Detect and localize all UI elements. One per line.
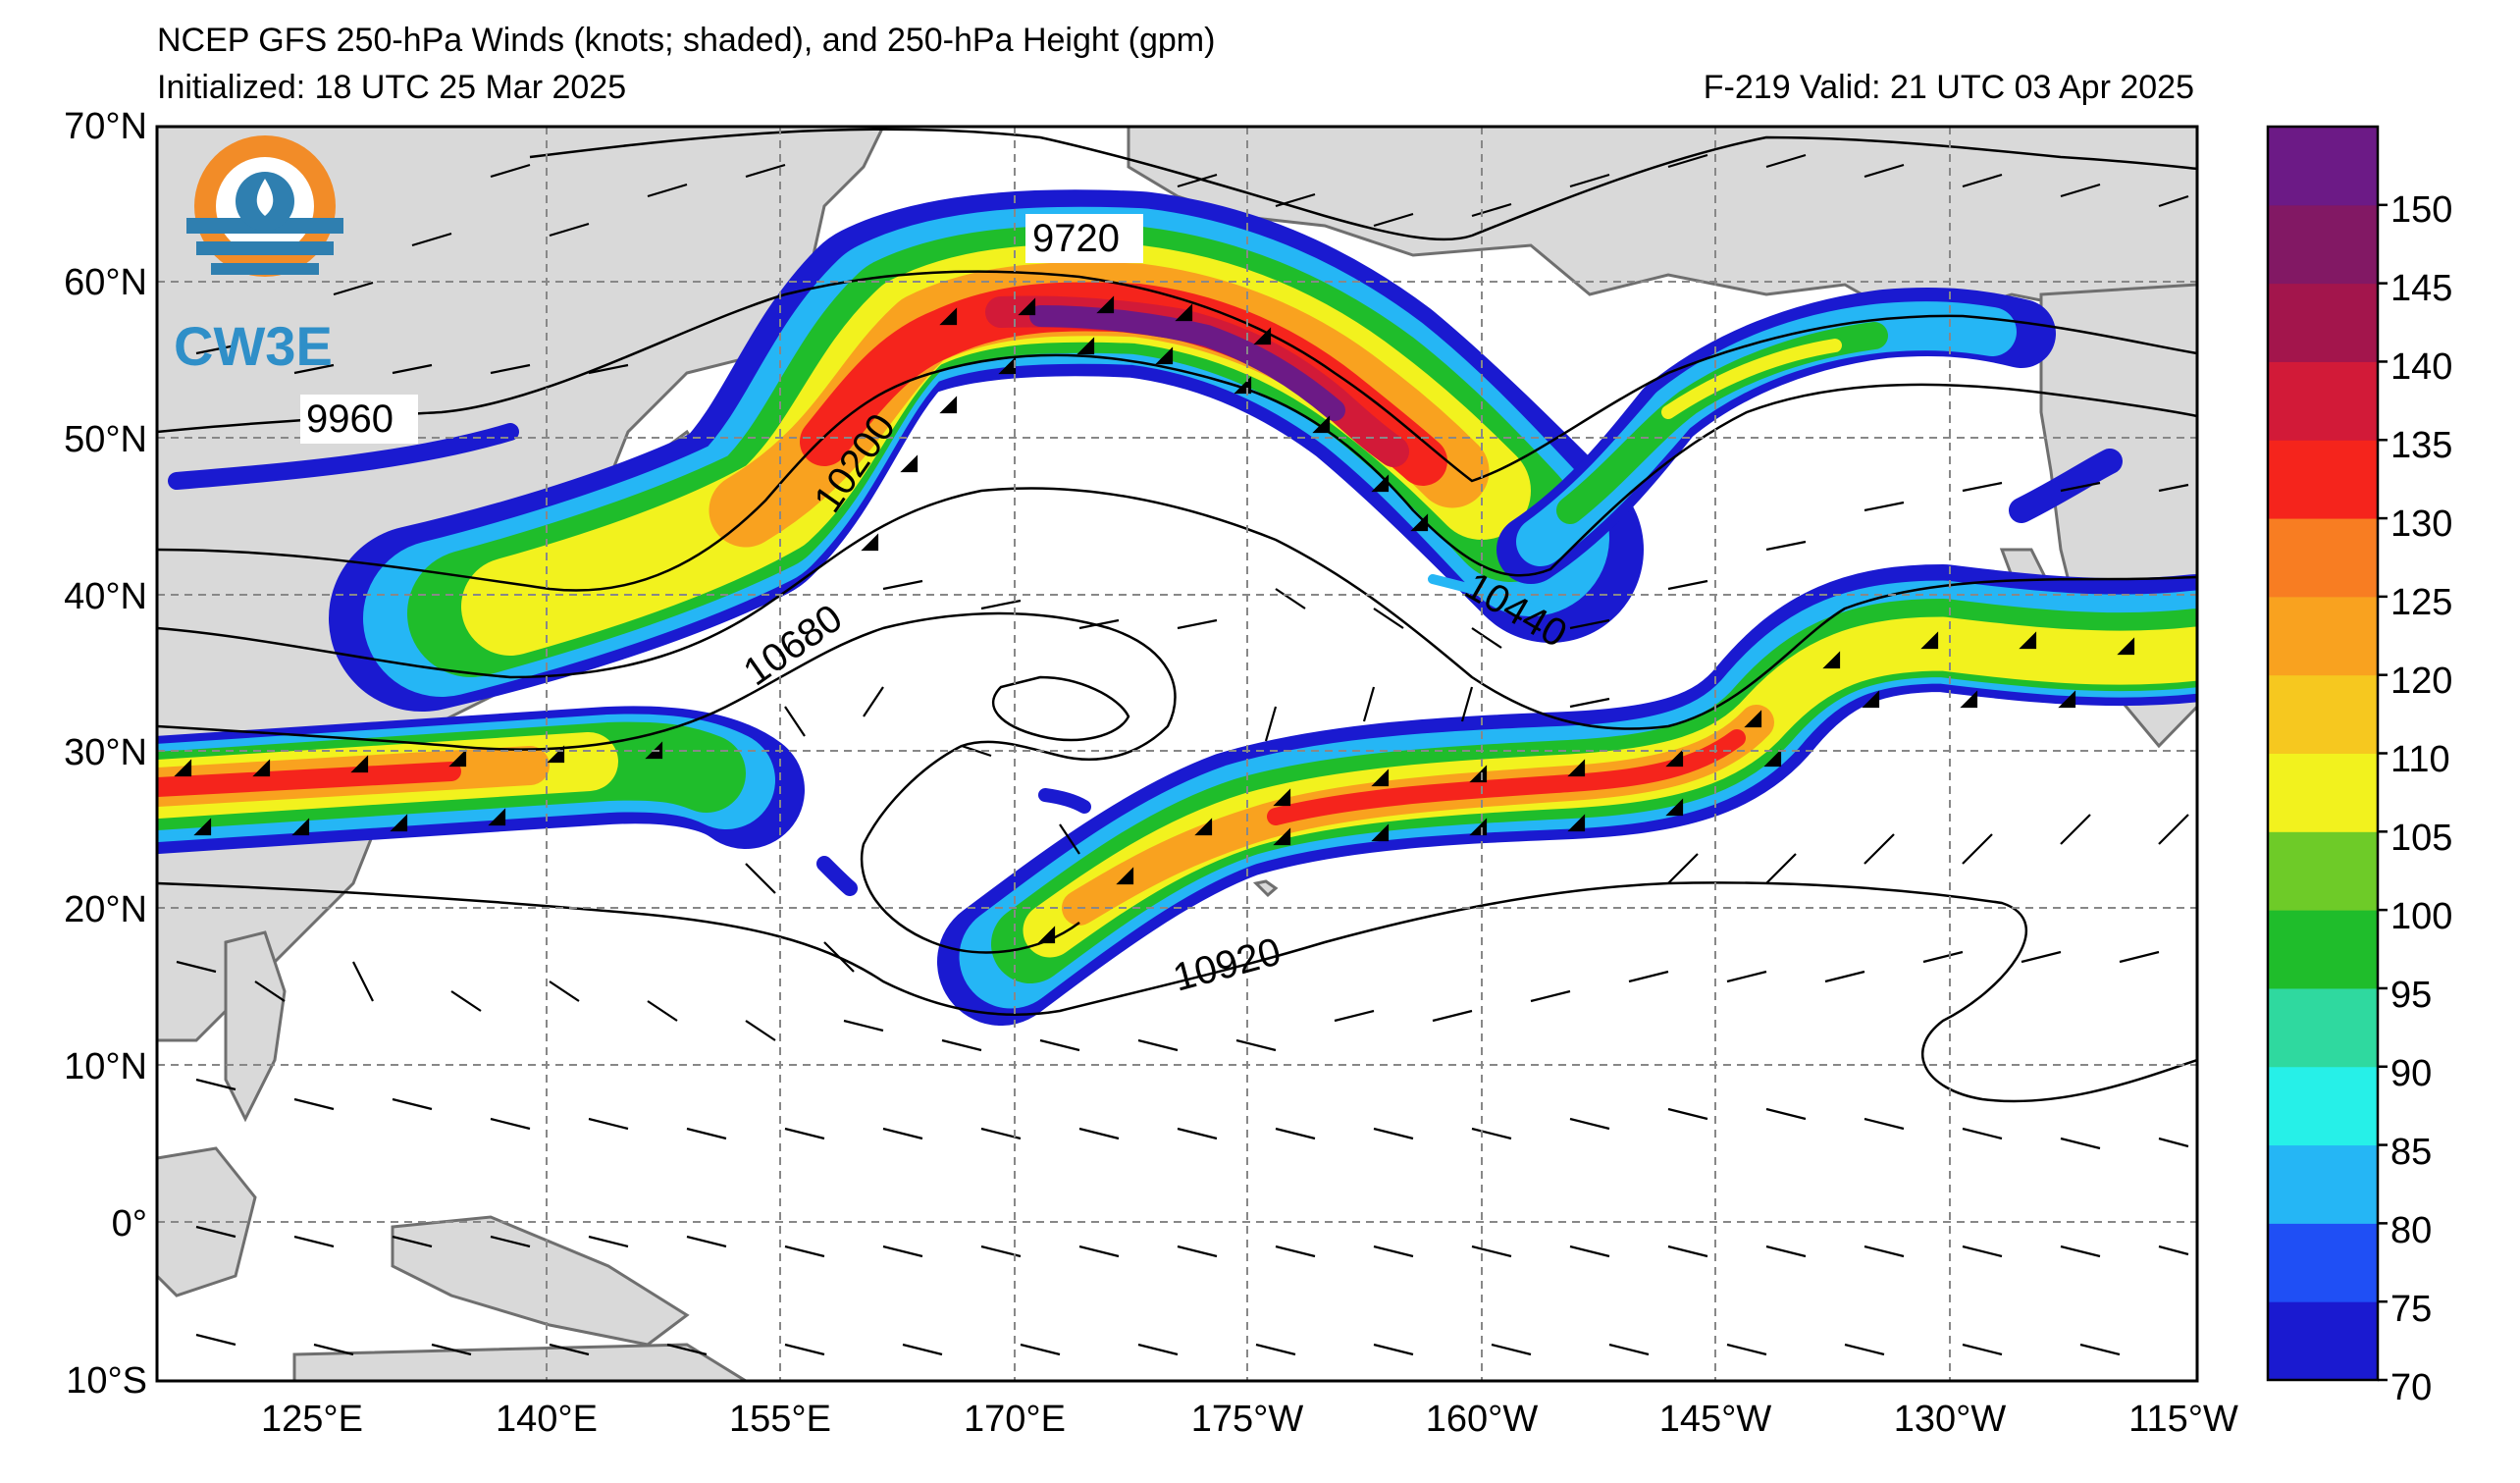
colorbar-tick-label: 95 [2390, 975, 2432, 1016]
lon-label: 140°E [496, 1399, 598, 1440]
lon-label: 130°W [1894, 1399, 2007, 1440]
map-frame [155, 125, 2199, 1383]
lon-label: 155°E [729, 1399, 831, 1440]
colorbar-ticks [2378, 203, 2388, 1382]
contour-10920 [157, 881, 2197, 1103]
colorbar-swatch [2268, 910, 2378, 989]
colorbar-tick-label: 110 [2390, 739, 2450, 780]
valid-time: F-219 Valid: 21 UTC 03 Apr 2025 [1703, 69, 2194, 106]
logo-text: CW3E [174, 315, 333, 377]
colorbar-swatch [2268, 204, 2378, 285]
init-time: Initialized: 18 UTC 25 Mar 2025 [157, 69, 627, 106]
lon-label: 145°W [1659, 1399, 1772, 1440]
colorbar-tick-label: 150 [2390, 189, 2452, 231]
lat-axis: 70°N 60°N 50°N 40°N 30°N 20°N 10°N 0° 10… [64, 106, 147, 1402]
map-title: NCEP GFS 250-hPa Winds (knots; shaded), … [157, 22, 1216, 59]
colorbar-tick-label: 75 [2390, 1289, 2432, 1330]
jet-northeast [1496, 288, 2056, 584]
lat-label: 0° [112, 1203, 147, 1245]
colorbar-swatch [2268, 596, 2378, 676]
lon-label: 170°E [964, 1399, 1066, 1440]
barb-field-tropic [176, 950, 2189, 1356]
lon-label: 115°W [2128, 1399, 2238, 1440]
contour-label-9960: 9960 [306, 397, 394, 441]
colorbar-tick-label: 85 [2390, 1132, 2432, 1173]
colorbar-tick-label: 130 [2390, 503, 2452, 545]
cw3e-logo: CW3E [174, 135, 343, 377]
contour-label-9720: 9720 [1032, 217, 1120, 260]
contour-9960 [157, 270, 2197, 483]
australia-land [292, 1343, 749, 1381]
lon-axis: 125°E 140°E 155°E 170°E 175°W 160°W 145°… [261, 1399, 2238, 1440]
contour-9720 [529, 128, 2197, 241]
colorbar-swatch [2268, 361, 2378, 441]
barb-field-jet [174, 295, 2135, 944]
lon-label: 160°W [1426, 1399, 1539, 1440]
contour-10680b [992, 675, 1130, 742]
jet-west [157, 706, 805, 854]
colorbar-swatch [2268, 440, 2378, 519]
colorbar-swatch [2268, 1223, 2378, 1302]
lon-label: 125°E [261, 1399, 363, 1440]
lat-label: 60°N [64, 262, 147, 303]
philippines-land [224, 930, 287, 1123]
colorbar-tick-label: 70 [2390, 1367, 2432, 1408]
colorbar-tick-label: 145 [2390, 268, 2452, 309]
lon-label: 175°W [1191, 1399, 1304, 1440]
lat-label: 30°N [64, 732, 147, 773]
colorbar-swatch [2268, 831, 2378, 911]
colorbar-labels: 150 145 140 135 130 125 120 110 105 100 … [2390, 189, 2452, 1408]
colorbar-swatches [2268, 127, 2378, 1381]
lat-label: 50°N [64, 419, 147, 460]
colorbar-tick-label: 105 [2390, 818, 2452, 859]
lat-label: 10°N [64, 1046, 147, 1087]
lat-label: 40°N [64, 576, 147, 617]
colorbar-tick-label: 135 [2390, 425, 2452, 466]
colorbar-swatch [2268, 674, 2378, 754]
colorbar-swatch [2268, 518, 2378, 598]
colorbar-tick-label: 80 [2390, 1210, 2432, 1251]
barb-field-subtropic [745, 686, 2189, 973]
colorbar-tick-label: 140 [2390, 346, 2452, 388]
wind-shading [157, 189, 2197, 1026]
colorbar-swatch [2268, 283, 2378, 362]
contour-10200 [157, 353, 2197, 592]
barb-field-mid [195, 344, 2189, 649]
contour-10440 [157, 487, 2197, 730]
colorbar-swatch [2268, 753, 2378, 832]
colorbar-tick-label: 120 [2390, 661, 2452, 702]
colorbar-swatch [2268, 1144, 2378, 1224]
colorbar-swatch [2268, 1301, 2378, 1381]
colorbar-swatch [2268, 127, 2378, 206]
colorbar-tick-label: 125 [2390, 582, 2452, 623]
hawaii-land [1252, 879, 1279, 898]
height-contours [157, 128, 2197, 1103]
lat-label: 10°S [66, 1360, 147, 1402]
colorbar-tick-label: 90 [2390, 1053, 2432, 1094]
map-area: 9720 9960 10200 10680 10440 10920 [157, 127, 2197, 1381]
lat-label: 20°N [64, 889, 147, 930]
gridlines [157, 127, 2197, 1381]
lat-label: 70°N [64, 106, 147, 147]
colorbar-swatch [2268, 987, 2378, 1068]
colorbar-tick-label: 100 [2390, 896, 2452, 937]
colorbar: 150 145 140 135 130 125 120 110 105 100 … [2266, 125, 2452, 1408]
colorbar-swatch [2268, 1066, 2378, 1146]
